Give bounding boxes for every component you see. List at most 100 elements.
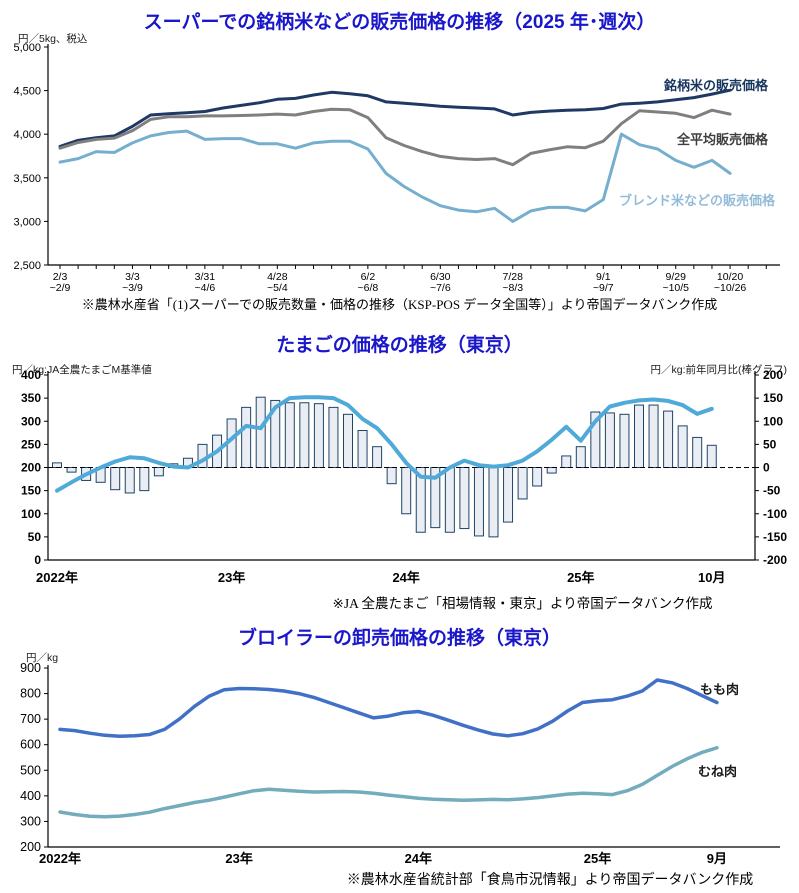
rice-series-line-2 [58,129,732,223]
egg-right-tick-label: 100 [763,414,783,428]
rice-unit-label: 円／5kg、税込 [18,33,88,45]
egg-yoy-bar [575,446,586,468]
egg-left-axis-label: 円／kg:JA全農たまごM基準値 [12,364,152,376]
rice-series-label-brand: 銘柄米の販売価格 [663,78,768,93]
egg-right-tick-label: 200 [763,368,783,382]
egg-yoy-bar [444,467,455,533]
rice-x-tick-label: ~10/5 [662,282,689,294]
broiler-x-tick-label: 23年 [225,851,252,866]
egg-yoy-bar [546,467,557,474]
broiler-x-tick-label: 24年 [405,851,432,866]
egg-left-tick-label: 50 [28,530,42,544]
egg-left-tick-label: 0 [34,553,41,567]
broiler-y-tick-label: 200 [20,840,41,854]
egg-right-tick-label: 0 [763,461,770,475]
rice-x-tick-label: 4/28 [267,271,288,283]
egg-yoy-bar [313,403,324,468]
rice-series-label-average: 全平均販売価格 [676,132,768,147]
egg-right-tick-label: -200 [763,553,787,567]
egg-yoy-bar [124,467,135,494]
broiler-y-tick-label: 800 [20,687,41,701]
rice-x-tick-label: 9/29 [666,271,687,283]
rice-y-tick-label: 5,000 [13,42,41,54]
egg-yoy-bar [473,467,484,537]
egg-yoy-bar [488,467,499,538]
rice-y-tick-label: 3,500 [13,173,41,185]
broiler-y-tick-label: 600 [20,738,41,752]
rice-x-tick-label: 7/28 [503,271,524,283]
rice-x-tick-label: 3/3 [125,271,140,283]
broiler-chart-title: ブロイラーの卸売価格の推移（東京） [237,628,561,649]
egg-yoy-bar [706,444,717,468]
egg-yoy-bar [604,412,615,468]
egg-yoy-bar [648,404,659,468]
egg-yoy-bar [503,467,514,523]
broiler-series-label-momo: もも肉 [700,682,740,697]
egg-yoy-bar [401,467,412,515]
egg-footnote: ※JA 全農たまご「相場情報・東京」より帝国データバンク作成 [332,596,713,611]
egg-yoy-bar [357,430,368,468]
egg-price-line [55,395,714,493]
rice-x-tick-label: ~3/9 [122,282,143,294]
broiler-x-tick-label: 25年 [584,851,611,866]
egg-yoy-bar [153,467,164,477]
egg-yoy-bar [372,446,383,468]
rice-x-tick-label: ~8/3 [502,282,523,294]
broiler-series-line-0 [58,678,719,739]
egg-yoy-bar [66,467,77,473]
egg-x-tick-label: 10月 [698,570,725,585]
rice-x-tick-label: ~4/6 [195,282,216,294]
rice-x-tick-label: ~5/4 [267,282,288,294]
egg-yoy-bar [299,402,310,468]
egg-yoy-bar [459,467,470,530]
egg-left-tick-label: 150 [21,484,41,498]
rice-series-line-1 [58,107,732,167]
broiler-x-tick-label: 9月 [707,851,727,866]
egg-yoy-bar [619,413,630,468]
egg-yoy-bar [692,436,703,468]
rice-x-tick-label: 2/3 [53,271,68,283]
rice-series-line-0 [58,88,732,148]
egg-yoy-bar [241,406,252,468]
egg-yoy-bar [532,467,543,487]
egg-chart-title: たまごの価格の推移（東京） [276,335,523,356]
rice-series-label-blend: ブレンド米などの販売価格 [618,193,775,208]
egg-x-tick-label: 2022年 [36,570,78,585]
broiler-y-tick-label: 500 [20,763,41,777]
broiler-y-tick-label: 700 [20,712,41,726]
egg-yoy-bar [634,404,644,468]
egg-yoy-bar [517,467,528,500]
egg-yoy-bar [139,467,150,492]
egg-yoy-bar [561,455,572,468]
egg-left-tick-label: 100 [21,507,41,521]
egg-left-tick-label: 300 [21,414,41,428]
rice-x-tick-label: ~10/26 [714,282,747,294]
rice-x-tick-label: 6/30 [430,271,451,283]
egg-left-tick-label: 200 [21,461,41,475]
rice-x-tick-label: ~9/7 [593,282,614,294]
egg-yoy-bar [284,402,295,468]
egg-x-tick-label: 24年 [392,570,419,585]
broiler-footnote: ※農林水産省統計部「食鳥市況情報」より帝国データバンク作成 [346,873,754,888]
broiler-y-tick-label: 400 [20,789,41,803]
rice-x-tick-label: 10/20 [717,271,743,283]
egg-yoy-bar [52,462,62,468]
rice-chart-title: スーパーでの銘柄米などの販売価格の推移（2025 年･週次） [143,12,656,33]
broiler-series-label-mune: むね肉 [698,764,738,779]
egg-yoy-bar [110,467,121,491]
egg-right-tick-label: 150 [763,391,783,405]
egg-x-tick-label: 25年 [567,570,594,585]
egg-yoy-bar [663,410,674,469]
egg-right-axis-label: 円／kg:前年同月比(棒グラフ) [650,364,788,376]
egg-left-tick-label: 400 [21,368,41,382]
broiler-y-tick-label: 300 [20,814,41,828]
rice-x-tick-label: 9/1 [596,271,611,283]
broiler-series-line-1 [58,746,719,819]
egg-yoy-bar [677,425,688,468]
egg-right-tick-label: 50 [763,437,777,451]
rice-x-tick-label: ~7/6 [430,282,451,294]
rice-x-tick-label: ~2/9 [50,282,71,294]
rice-y-tick-label: 4,500 [13,86,41,98]
